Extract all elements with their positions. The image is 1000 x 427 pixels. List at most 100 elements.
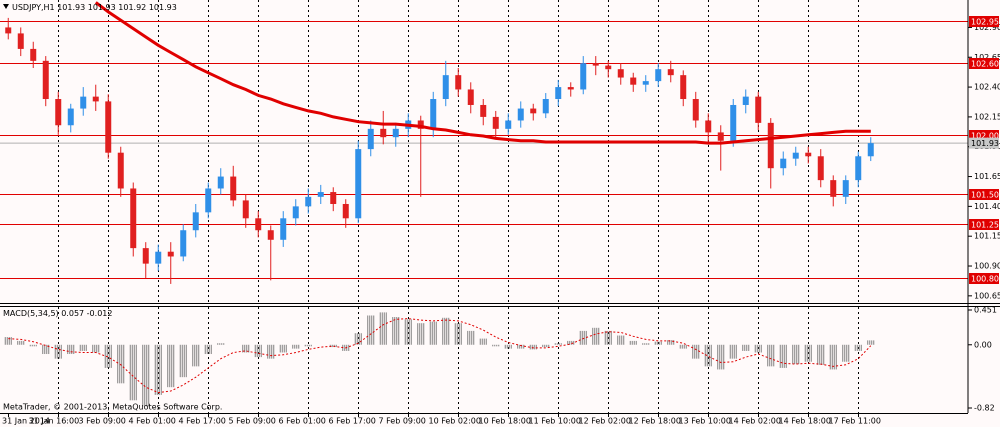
y-tick-label: 102.65 [974,53,1000,62]
y-tick-label: 101.65 [974,172,1000,181]
x-tick-label: 10 Feb 18:00 [479,417,531,426]
candle-body [580,63,587,90]
candle-body [755,96,762,123]
menu-triangle[interactable] [3,4,9,9]
macd-title: MACD(5,34,5) [3,309,59,318]
candle-body [805,152,812,157]
level-label: 102.00 [971,132,999,141]
current-price-label: 101.93 [971,139,999,148]
y-tick-label: 100.65 [974,291,1000,300]
candle-body [305,196,312,207]
candle-body [442,75,449,100]
candle-body [567,87,574,90]
level-label: 102.95 [971,18,999,27]
macd-signal: -0.012 [87,309,113,318]
x-tick-label: 6 Feb 17:00 [329,417,376,426]
candle-body [617,69,624,78]
candle-body [392,128,399,138]
level-label: 101.25 [971,221,999,230]
y-tick-label: 102.15 [974,112,1000,121]
x-tick-label: 5 Feb 09:00 [229,417,276,426]
x-tick-label: 4 Feb 17:00 [179,417,226,426]
y-tick-label: 101.15 [974,232,1000,241]
candle-body [867,143,874,157]
x-tick-label: 11 Feb 10:00 [529,417,581,426]
candle-body [417,120,424,129]
level-label: 101.50 [971,191,999,200]
candle-body [680,75,687,100]
level-label-box [969,130,999,141]
candle-body [55,99,62,126]
y-tick-label: -0.82 [974,404,995,413]
y-tick-label: 0.00 [974,340,992,349]
y-tick-label: 100.90 [974,262,1000,271]
x-tick-label: 12 Feb 02:00 [579,417,631,426]
level-label: 100.80 [971,275,999,284]
x-tick-label: 14 Feb 02:00 [729,417,781,426]
candle-body [605,65,612,70]
chart-header: USDJPY,H1 101.93 101.93 101.92 101.93 [12,3,177,12]
candle-body [192,212,199,231]
y-tick-label: 101.40 [974,202,1000,211]
candle-body [655,69,662,82]
candle-body [180,230,187,257]
candle-body [92,96,99,102]
header-close: 101.93 [149,3,177,12]
candle-body [817,156,824,181]
candle-body [492,116,499,129]
header-low: 101.92 [118,3,146,12]
copyright: MetaTrader, © 2001-2013, MetaQuotes Soft… [3,403,222,412]
macd-signal [8,318,872,394]
macd-header: MACD(5,34,5) 0.057 -0.012 [3,309,112,318]
candle-body [5,27,12,34]
candle-body [592,63,599,66]
candle-body [167,251,174,257]
moving-average [94,1,871,145]
macd-main: 0.057 [61,309,84,318]
candle-body [742,96,749,105]
candle-body [130,188,137,249]
candle-body [467,89,474,105]
candle-body [767,122,774,169]
header-open: 101.93 [57,3,85,12]
candle-body [317,192,324,197]
candle-body [255,218,262,231]
x-tick-label: 4 Feb 01:00 [129,417,176,426]
level-label-box [969,219,999,230]
x-tick-label: 14 Feb 18:00 [779,417,831,426]
candle-body [17,33,24,49]
y-tick-label: 102.40 [974,83,1000,92]
candle-body [42,60,49,100]
candle-body [142,248,149,264]
y-tick-label: 102.90 [974,23,1000,32]
level-label: 102.60 [971,60,999,69]
candle-body [717,132,724,141]
candle-body [555,87,562,100]
current-price-box [969,137,999,149]
candle-body [342,203,349,219]
candle-body [80,96,87,109]
candle-body [242,200,249,219]
level-label-box [969,189,999,200]
candle-body [692,99,699,121]
candle-body [155,251,162,264]
candle-body [630,77,637,85]
candle-body [292,206,299,219]
candle-body [780,158,787,169]
candle-body [267,230,274,240]
y-tick-label: 0.451 [974,306,997,315]
candle-body [517,108,524,121]
x-tick-label: 7 Feb 09:00 [379,417,426,426]
candle-body [730,104,737,141]
level-label-box [969,58,999,69]
x-tick-label: 10 Feb 02:00 [429,417,481,426]
candle-body [67,108,74,126]
header-high: 101.93 [88,3,116,12]
candle-body [117,152,124,189]
candle-body [330,192,337,204]
candle-body [367,128,374,150]
